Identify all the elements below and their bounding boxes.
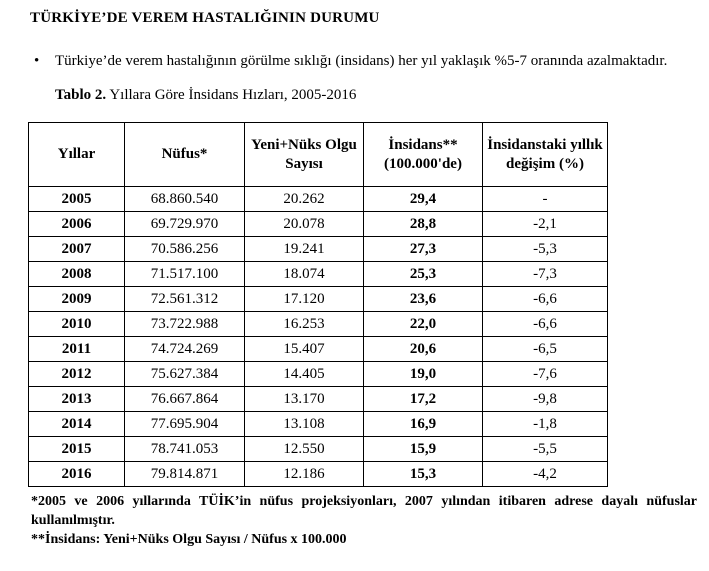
- table-row: 2005 68.860.540 20.262 29,4-: [28, 186, 608, 212]
- page-title: TÜRKİYE’DE VEREM HASTALIĞININ DURUMU: [30, 10, 380, 26]
- cell-change: -2,1: [482, 211, 608, 237]
- cell-change: -6,5: [482, 336, 608, 362]
- cell-year: 2006: [28, 211, 125, 237]
- cell-year: 2016: [28, 461, 125, 487]
- column-header-population: Nüfus*: [124, 122, 245, 187]
- cell-year: 2013: [28, 386, 125, 412]
- table-row: 2007 70.586.256 19.241 27,3 -5,3: [28, 236, 608, 262]
- cell-change: -6,6: [482, 286, 608, 312]
- cell-cases: 18.074: [244, 261, 364, 287]
- table-body: 2005 68.860.540 20.262 29,4-2006 69.729.970 2…: [28, 186, 608, 487]
- table-row: 2006 69.729.970 20.078 28,8 -2,1: [28, 211, 608, 237]
- cell-incidence: 23,6: [363, 286, 483, 312]
- cell-year: 2007: [28, 236, 125, 262]
- cell-incidence: 27,3: [363, 236, 483, 262]
- cell-change: -1,8: [482, 411, 608, 437]
- cell-year: 2008: [28, 261, 125, 287]
- cell-incidence: 16,9: [363, 411, 483, 437]
- cell-year: 2011: [28, 336, 125, 362]
- cell-change: -5,5: [482, 436, 608, 462]
- cell-cases: 12.550: [244, 436, 364, 462]
- cell-incidence: 29,4: [363, 186, 483, 212]
- table-row: 2015 78.741.053 12.550 15,9 -5,5: [28, 436, 608, 462]
- cell-change: -7,6: [482, 361, 608, 387]
- incidence-table: Yıllar Nüfus* Yeni+Nüks Olgu Sayısı İnsi…: [28, 122, 608, 487]
- cell-cases: 16.253: [244, 311, 364, 337]
- cell-population: 69.729.970: [124, 211, 245, 237]
- cell-incidence: 15,9: [363, 436, 483, 462]
- table-row: 2008 71.517.100 18.074 25,3 -7,3: [28, 261, 608, 287]
- table-row: 2016 79.814.871 12.186 15,3 -4,2: [28, 461, 608, 487]
- cell-cases: 15.407: [244, 336, 364, 362]
- cell-year: 2005: [28, 186, 125, 212]
- cell-population: 73.722.988: [124, 311, 245, 337]
- cell-change: -: [482, 186, 608, 212]
- cell-population: 76.667.864: [124, 386, 245, 412]
- table-row: 2014 77.695.904 13.108 16,9 -1,8: [28, 411, 608, 437]
- cell-cases: 13.108: [244, 411, 364, 437]
- cell-population: 79.814.871: [124, 461, 245, 487]
- cell-incidence: 17,2: [363, 386, 483, 412]
- table-caption-text: Yıllara Göre İnsidans Hızları, 2005-2016: [106, 87, 357, 103]
- cell-change: -5,3: [482, 236, 608, 262]
- cell-cases: 20.262: [244, 186, 364, 212]
- table-caption: Tablo 2. Yıllara Göre İnsidans Hızları, …: [55, 87, 697, 104]
- cell-population: 72.561.312: [124, 286, 245, 312]
- table-row: 2011 74.724.269 15.407 20,6 -6,5: [28, 336, 608, 362]
- cell-cases: 20.078: [244, 211, 364, 237]
- table-row: 2009 72.561.312 17.120 23,6 -6,6: [28, 286, 608, 312]
- cell-cases: 14.405: [244, 361, 364, 387]
- cell-population: 77.695.904: [124, 411, 245, 437]
- table-row: 2010 73.722.988 16.253 22,0 -6,6: [28, 311, 608, 337]
- bullet-item: • Türkiye’de verem hastalığının görülme …: [34, 50, 697, 73]
- cell-incidence: 20,6: [363, 336, 483, 362]
- cell-year: 2010: [28, 311, 125, 337]
- cell-population: 74.724.269: [124, 336, 245, 362]
- cell-year: 2009: [28, 286, 125, 312]
- column-header-cases: Yeni+Nüks Olgu Sayısı: [244, 122, 364, 187]
- cell-change: -9,8: [482, 386, 608, 412]
- table-row: 2013 76.667.864 13.170 17,2 -9,8: [28, 386, 608, 412]
- cell-population: 75.627.384: [124, 361, 245, 387]
- footnote-incidence-formula: **İnsidans: Yeni+Nüks Olgu Sayısı / Nüfu…: [31, 532, 347, 547]
- bullet-text: Türkiye’de verem hastalığının görülme sı…: [55, 53, 668, 69]
- column-header-years: Yıllar: [28, 122, 125, 187]
- cell-year: 2012: [28, 361, 125, 387]
- cell-incidence: 22,0: [363, 311, 483, 337]
- cell-incidence: 28,8: [363, 211, 483, 237]
- cell-year: 2015: [28, 436, 125, 462]
- column-header-incidence: İnsidans** (100.000'de): [363, 122, 483, 187]
- cell-population: 68.860.540: [124, 186, 245, 212]
- bullet-icon: •: [34, 53, 40, 69]
- cell-change: -6,6: [482, 311, 608, 337]
- cell-change: -7,3: [482, 261, 608, 287]
- table-row: 2012 75.627.384 14.405 19,0 -7,6: [28, 361, 608, 387]
- cell-incidence: 19,0: [363, 361, 483, 387]
- cell-cases: 17.120: [244, 286, 364, 312]
- cell-year: 2014: [28, 411, 125, 437]
- cell-incidence: 25,3: [363, 261, 483, 287]
- cell-incidence: 15,3: [363, 461, 483, 487]
- column-header-change: İnsidanstaki yıllık değişim (%): [482, 122, 608, 187]
- cell-cases: 13.170: [244, 386, 364, 412]
- cell-population: 71.517.100: [124, 261, 245, 287]
- cell-change: -4,2: [482, 461, 608, 487]
- cell-population: 70.586.256: [124, 236, 245, 262]
- table-caption-label: Tablo 2.: [55, 87, 107, 103]
- cell-cases: 19.241: [244, 236, 364, 262]
- table-header-row: Yıllar Nüfus* Yeni+Nüks Olgu Sayısı İnsi…: [28, 122, 608, 187]
- footnotes: *2005 ve 2006 yıllarında TÜİK’in nüfus p…: [31, 492, 697, 549]
- cell-cases: 12.186: [244, 461, 364, 487]
- footnote-population-source: *2005 ve 2006 yıllarında TÜİK’in nüfus p…: [31, 494, 697, 528]
- cell-population: 78.741.053: [124, 436, 245, 462]
